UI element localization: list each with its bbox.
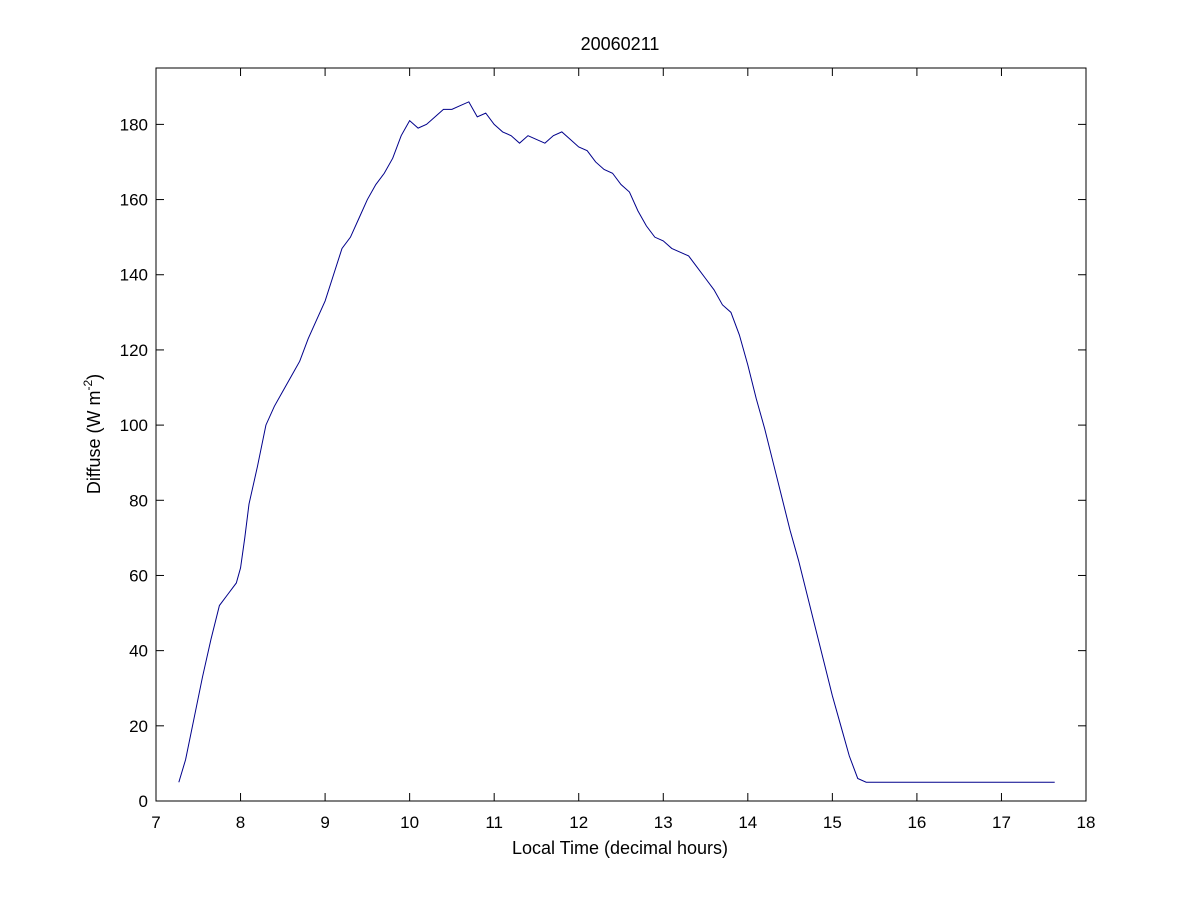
y-axis-title-close: ) — [84, 374, 104, 380]
x-tick-label: 7 — [151, 813, 160, 832]
y-tick-label: 0 — [139, 792, 148, 811]
y-tick-label: 40 — [129, 642, 148, 661]
x-tick-label: 9 — [320, 813, 329, 832]
y-tick-label: 180 — [120, 115, 148, 134]
y-axis-title-superscript: -2 — [81, 379, 95, 390]
y-tick-label: 60 — [129, 566, 148, 585]
plot-area-frame — [155, 67, 1087, 802]
y-tick-label: 100 — [120, 416, 148, 435]
x-tick-label: 14 — [738, 813, 757, 832]
x-tick-label: 16 — [907, 813, 926, 832]
x-tick-label: 15 — [823, 813, 842, 832]
x-tick-label: 13 — [654, 813, 673, 832]
y-tick-label: 140 — [120, 266, 148, 285]
y-axis-title-base: Diffuse (W m — [84, 390, 104, 494]
x-tick-label: 18 — [1077, 813, 1096, 832]
x-tick-label: 8 — [236, 813, 245, 832]
x-axis-title: Local Time (decimal hours) — [512, 838, 728, 858]
y-axis-title: Diffuse (W m-2) — [81, 374, 104, 494]
chart-title: 20060211 — [581, 34, 660, 54]
y-tick-label: 20 — [129, 717, 148, 736]
y-tick-label: 120 — [120, 341, 148, 360]
y-tick-label: 80 — [129, 491, 148, 510]
x-tick-label: 17 — [992, 813, 1011, 832]
x-tick-label: 10 — [400, 813, 419, 832]
x-tick-label: 12 — [569, 813, 588, 832]
x-tick-label: 11 — [485, 813, 503, 832]
y-axis: 0 20 40 60 80 100 120 140 160 180 — [120, 115, 1086, 811]
x-axis: 7 8 9 10 11 12 13 14 15 16 17 18 — [151, 68, 1095, 832]
diffuse-series-line — [178, 101, 1055, 783]
y-tick-label: 160 — [120, 191, 148, 210]
